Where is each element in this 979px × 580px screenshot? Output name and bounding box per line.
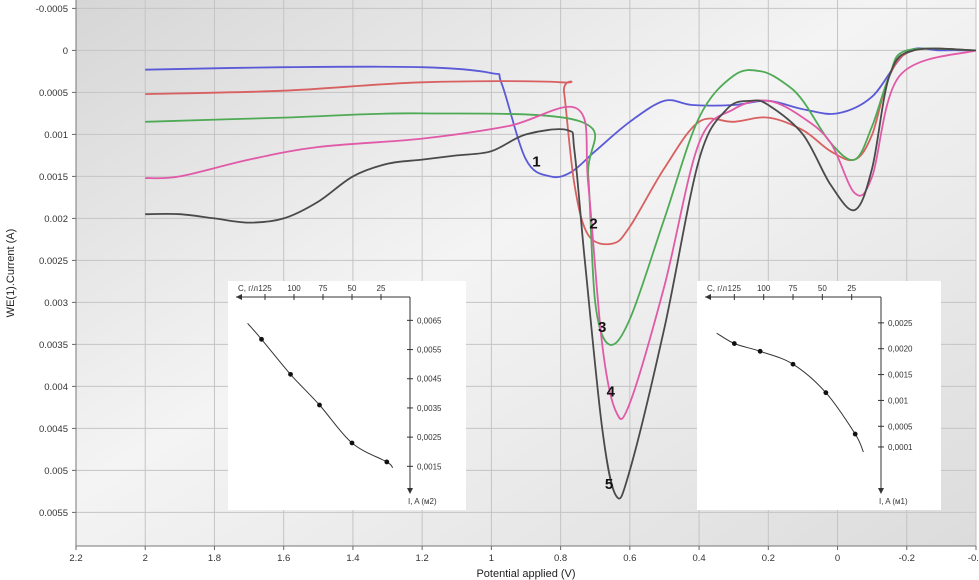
inset-x-tick-label: 125 — [258, 284, 272, 293]
inset-x-tick-label: 50 — [818, 284, 827, 293]
inset-y-tick-label: 0,0025 — [888, 319, 913, 328]
x-tick-label: 0 — [835, 553, 840, 564]
series-line-1 — [145, 47, 977, 179]
inset-y-tick-label: 0,0015 — [888, 371, 913, 380]
y-tick-label: 0.003 — [44, 298, 68, 309]
inset-data-point — [317, 402, 322, 408]
inset-background — [228, 281, 466, 510]
inset-m2: C, г/л 25 50 75 100 125 0,0065 0,0055 0,0045 0,00… — [228, 281, 466, 510]
inset-data-point — [259, 336, 264, 342]
y-tick-label: 0.0015 — [39, 172, 68, 183]
series-group — [145, 47, 977, 500]
series-line-4 — [145, 49, 977, 420]
x-tick-label: 2.2 — [69, 553, 82, 564]
inset-x-tick-label: 25 — [847, 284, 856, 293]
x-tick-label: 1.2 — [416, 553, 429, 564]
inset-x-tick-label: 125 — [728, 284, 742, 293]
inset-data-point — [384, 459, 390, 465]
inset-data-point — [852, 431, 858, 437]
y-tick-label: 0.002 — [44, 214, 68, 225]
x-tick-label: 2 — [143, 553, 148, 564]
x-tick-label: -0.4 — [968, 553, 979, 564]
inset-x-label: C, г/л — [707, 284, 727, 293]
x-tick-label: -0.2 — [899, 553, 915, 564]
y-tick-label: 0.005 — [44, 466, 68, 477]
inset-x-tick-label: 25 — [377, 284, 386, 293]
inset-y-tick-label: 0,0065 — [417, 316, 442, 325]
inset-y-arrow-icon — [407, 488, 413, 494]
curve-label-5: 5 — [605, 476, 613, 493]
x-tick-label: 0.4 — [692, 553, 705, 564]
inset-data-point — [288, 371, 293, 377]
curve-label-3: 3 — [598, 319, 606, 336]
inset-data-point — [731, 341, 737, 346]
curve-labels: 1 2 3 4 5 — [532, 153, 615, 493]
inset-y-tick-label: 0,0001 — [888, 443, 913, 452]
inset-data-point — [349, 440, 355, 446]
insets-group: C, г/л 25 50 75 100 125 0,0065 0,0055 0,0045 0,00… — [228, 281, 941, 510]
x-axis-label: Potential applied (V) — [476, 568, 575, 580]
inset-y-label: I, A (м1) — [879, 497, 908, 506]
x-tick-label: 1.4 — [346, 553, 359, 564]
inset-y-tick-label: 0,0020 — [888, 345, 913, 354]
y-axis: -0.0005 0 0.0005 0.001 0.0015 0.002 0.0025 0.00… — [36, 0, 77, 546]
y-tick-label: 0.0045 — [39, 424, 68, 435]
inset-y-tick-label: 0,0055 — [417, 346, 442, 355]
inset-data-point — [790, 361, 796, 367]
inset-data-point — [823, 390, 829, 396]
inset-x-tick-label: 100 — [287, 284, 301, 293]
x-axis: 2.2 2 1.8 1.6 1.4 1.2 1 0.8 0.6 0.4 0.2 0 -0.2 -0.4 — [69, 545, 979, 564]
inset-y-arrow-icon — [878, 488, 884, 494]
y-tick-label: 0 — [63, 46, 68, 57]
inset-x-tick-label: 50 — [348, 284, 357, 293]
x-tick-label: 0.8 — [554, 553, 567, 564]
x-tick-label: 0.2 — [762, 553, 775, 564]
y-tick-label: 0.004 — [44, 382, 68, 393]
inset-m1: C, г/л 25 50 75 100 125 0,0025 0,0020 0,0015 0,00… — [697, 281, 941, 510]
inset-x-tick-label: 75 — [319, 284, 328, 293]
inset-y-label: I, A (м2) — [408, 497, 437, 506]
curve-label-2: 2 — [589, 215, 597, 232]
y-tick-label: 0.0035 — [39, 340, 68, 351]
inset-data-point — [757, 348, 763, 354]
series-line-2 — [145, 47, 977, 246]
inset-x-tick-label: 75 — [789, 284, 798, 293]
x-tick-label: 1.6 — [277, 553, 290, 564]
x-tick-label: 1.8 — [208, 553, 221, 564]
y-tick-label: 0.0055 — [39, 508, 68, 519]
inset-background — [697, 281, 941, 510]
inset-y-tick-label: 0,0005 — [888, 422, 913, 431]
inset-x-label: C, г/л — [238, 284, 258, 293]
y-tick-label: 0.0025 — [39, 256, 68, 267]
y-tick-label: 0.001 — [44, 130, 68, 141]
inset-y-tick-label: 0,0015 — [417, 462, 442, 471]
x-tick-label: 1 — [489, 553, 494, 564]
inset-y-tick-label: 0,0025 — [417, 433, 442, 442]
x-tick-label: 0.6 — [623, 553, 636, 564]
curve-label-4: 4 — [607, 383, 616, 400]
inset-x-tick-label: 100 — [757, 284, 771, 293]
inset-y-tick-label: 0,0035 — [417, 404, 442, 413]
inset-x-arrow-icon — [705, 294, 711, 300]
curve-label-1: 1 — [532, 153, 540, 170]
inset-y-tick-label: 0,001 — [888, 396, 909, 405]
y-axis-label: WE(1).Current (A) — [5, 229, 17, 318]
inset-y-tick-label: 0,0045 — [417, 375, 442, 384]
series-line-5 — [145, 47, 977, 500]
inset-x-arrow-icon — [236, 294, 242, 300]
series-line-3 — [145, 47, 977, 346]
y-tick-label: 0.0005 — [39, 88, 68, 99]
y-tick-label: -0.0005 — [36, 4, 68, 15]
